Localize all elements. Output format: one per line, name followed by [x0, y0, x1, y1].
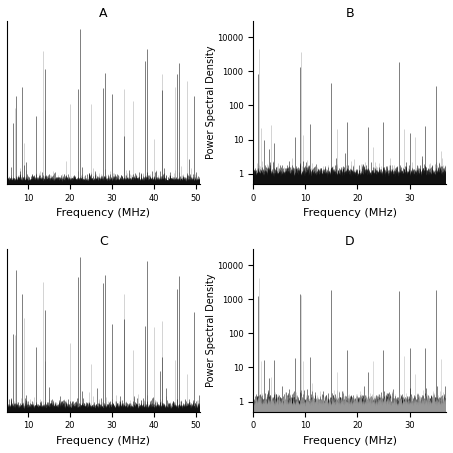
Y-axis label: Power Spectral Density: Power Spectral Density: [206, 46, 216, 159]
X-axis label: Frequency (MHz): Frequency (MHz): [56, 208, 150, 218]
Y-axis label: Power Spectral Density: Power Spectral Density: [206, 274, 216, 387]
Title: D: D: [345, 235, 354, 248]
X-axis label: Frequency (MHz): Frequency (MHz): [56, 436, 150, 446]
X-axis label: Frequency (MHz): Frequency (MHz): [303, 208, 397, 218]
X-axis label: Frequency (MHz): Frequency (MHz): [303, 436, 397, 446]
Title: B: B: [345, 7, 354, 20]
Title: A: A: [99, 7, 108, 20]
Title: C: C: [99, 235, 108, 248]
